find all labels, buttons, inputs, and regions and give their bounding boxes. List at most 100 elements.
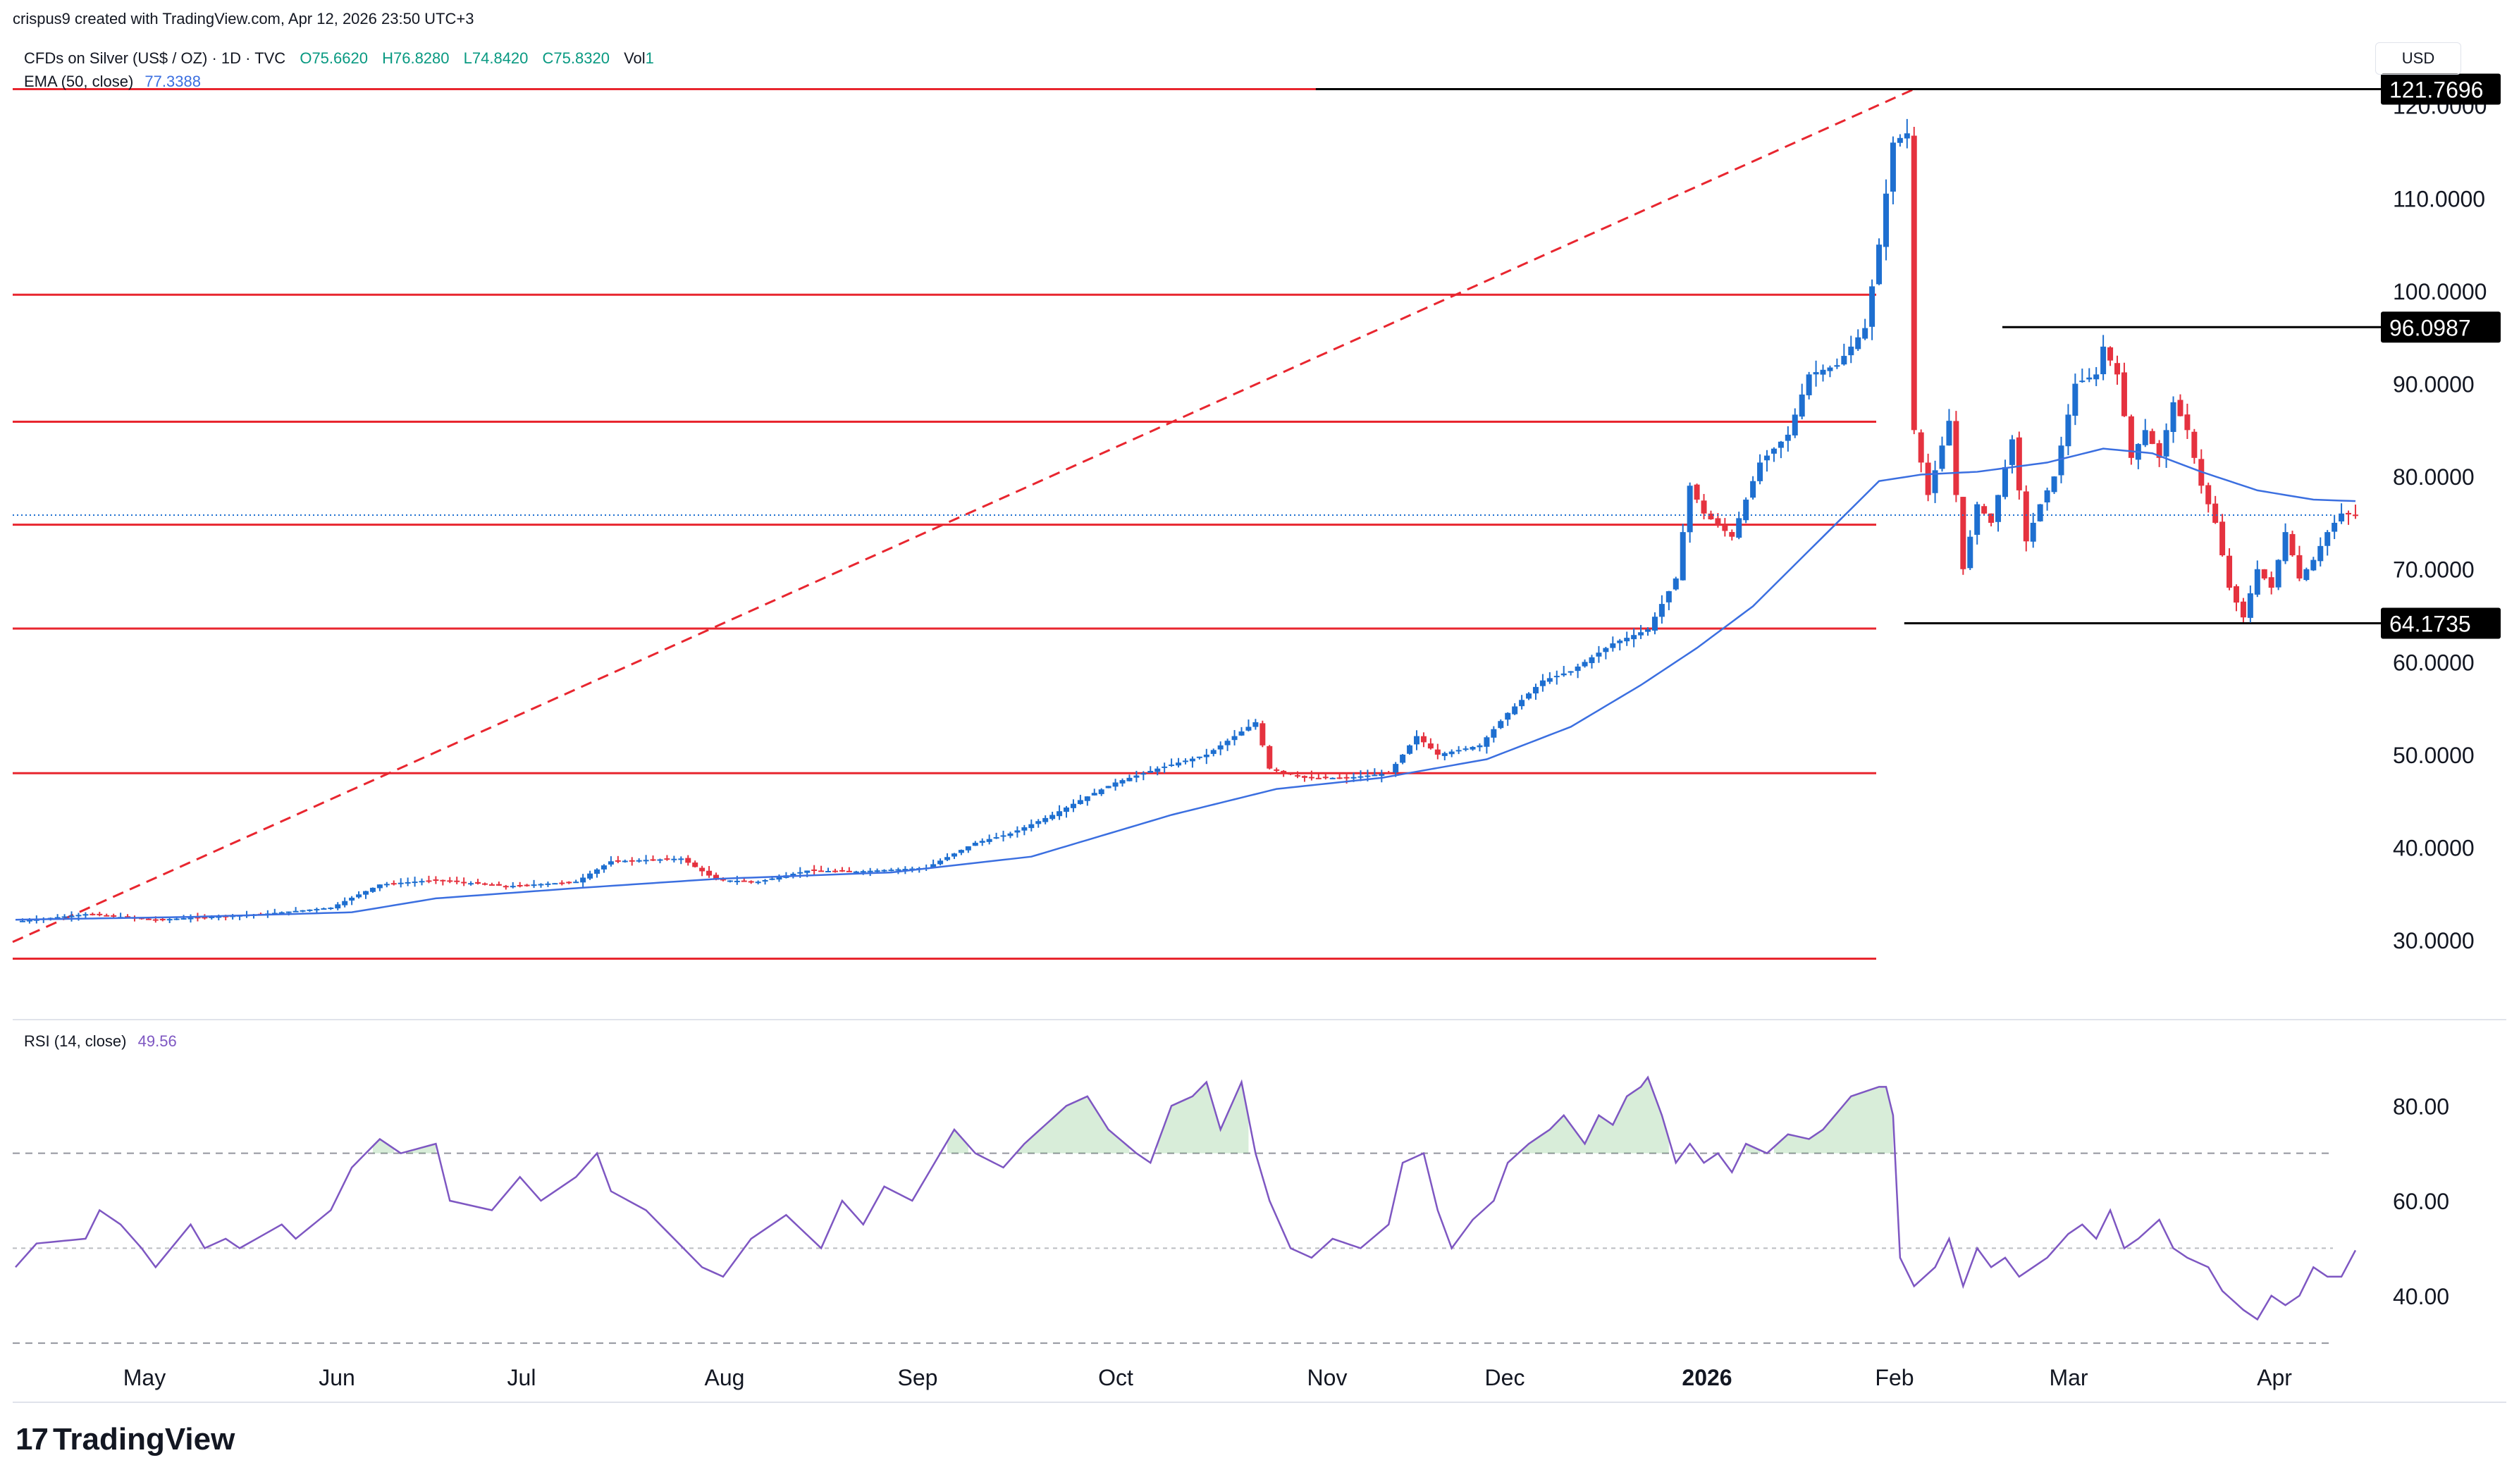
candle-body [601, 865, 607, 870]
candle-body [2142, 430, 2148, 445]
candle-body [1365, 775, 1371, 777]
candle-body [1057, 811, 1063, 817]
candle-body [1196, 756, 1202, 758]
ema-legend[interactable]: EMA (50, close) 77.3388 [24, 73, 201, 91]
candle-body [1645, 629, 1651, 632]
rsi-line [15, 1075, 2357, 1321]
y-tick-label: 60.0000 [2393, 650, 2475, 675]
candle-body [1448, 751, 1455, 755]
candle-body [706, 870, 713, 876]
price-label-text: 64.1735 [2389, 611, 2471, 636]
candle-body [2065, 414, 2071, 447]
candle-body [1603, 648, 1609, 653]
candle-body [1260, 723, 1266, 746]
candle-body [461, 882, 467, 884]
candle-body [2233, 586, 2239, 603]
candle-body [1049, 815, 1056, 820]
candle-body [1778, 441, 1784, 448]
candle-body [1596, 653, 1602, 657]
candle-body [1477, 745, 1483, 748]
candle-body [1140, 773, 1147, 775]
high-value: H76.8280 [382, 49, 450, 67]
candle-body [1315, 777, 1322, 779]
candle-body [1042, 817, 1049, 822]
candle-body [1553, 676, 1560, 678]
candle-body [1224, 741, 1231, 746]
candle-body [636, 860, 642, 862]
candle-body [1112, 782, 1119, 787]
candle-body [1658, 604, 1665, 617]
candle-body [97, 913, 103, 915]
currency-button[interactable]: USD [2375, 42, 2461, 75]
candle-body [2170, 402, 2176, 432]
candle-body [1169, 765, 1175, 767]
candle-body [2275, 559, 2281, 588]
candle-body [1708, 513, 1714, 520]
candle-body [1182, 760, 1188, 762]
trend-line [12, 89, 1914, 944]
candle-body [1098, 789, 1104, 794]
candle-body [1000, 835, 1006, 837]
candle-body [2016, 437, 2022, 490]
candle-body [1575, 666, 1581, 672]
candle-body [1918, 432, 1924, 463]
candle-body [19, 920, 25, 922]
rsi-legend[interactable]: RSI (14, close) 49.56 [24, 1032, 177, 1051]
candle-body [1841, 356, 1847, 365]
rsi-overbought-fill [1522, 1077, 1669, 1154]
candle-body [54, 917, 61, 919]
rsi-label: RSI (14, close) [24, 1032, 127, 1050]
candle-body [1203, 754, 1209, 758]
candle-body [1673, 578, 1679, 590]
candle-body [1757, 462, 1763, 481]
trend-line-dashed[interactable] [12, 89, 1914, 944]
x-tick-label: Jun [319, 1365, 355, 1390]
candle-body [1848, 346, 1854, 356]
candle-body [1064, 807, 1069, 812]
candle-body [1539, 680, 1546, 686]
rsi-y-tick-label: 40.00 [2393, 1284, 2449, 1309]
candle-body [383, 884, 390, 886]
candle-body [790, 873, 796, 877]
candle-body [1210, 750, 1217, 754]
candle-body [685, 858, 691, 863]
candle-body [398, 882, 404, 884]
candle-body [1119, 780, 1126, 784]
symbol-name[interactable]: CFDs on Silver (US$ / OZ) · 1D · TVC [24, 49, 286, 67]
candle-body [2114, 363, 2120, 375]
candle-body [1245, 726, 1252, 731]
candle-body [1638, 632, 1644, 636]
candle-body [2219, 521, 2226, 556]
candle-body [1084, 796, 1090, 801]
candle-body [2177, 400, 2184, 416]
candle-body [979, 841, 985, 843]
rsi-y-tick-label: 80.00 [2393, 1094, 2449, 1119]
candle-body [1939, 445, 1945, 469]
candle-body [2100, 346, 2107, 375]
candle-body [643, 860, 649, 862]
candle-body [390, 883, 397, 885]
candle-body [580, 877, 586, 883]
candle-body [629, 860, 635, 862]
rsi-overbought-fill [1017, 1096, 1130, 1154]
y-tick-label: 70.0000 [2393, 557, 2475, 583]
candle-body [1441, 753, 1448, 756]
rsi-overbought-fill [1157, 1082, 1249, 1154]
candle-body [1981, 506, 1988, 514]
low-value: L74.8420 [463, 49, 529, 67]
candle-body [1750, 481, 1756, 498]
candle-body [1792, 414, 1798, 435]
x-tick-label: Dec [1485, 1365, 1525, 1390]
close-value: C75.8320 [542, 49, 610, 67]
candle-body [881, 870, 887, 872]
candle-body [376, 884, 383, 889]
candle-body [2339, 513, 2345, 521]
candle-body [1743, 500, 1749, 521]
rsi-overbought-fill [1773, 1087, 1893, 1154]
candle-body [650, 859, 656, 861]
candle-body [797, 872, 803, 874]
tradingview-logo[interactable]: 17 TradingView [16, 1422, 235, 1457]
candle-body [104, 915, 110, 917]
ema-50-line [15, 447, 2356, 921]
candle-body [2324, 532, 2331, 546]
